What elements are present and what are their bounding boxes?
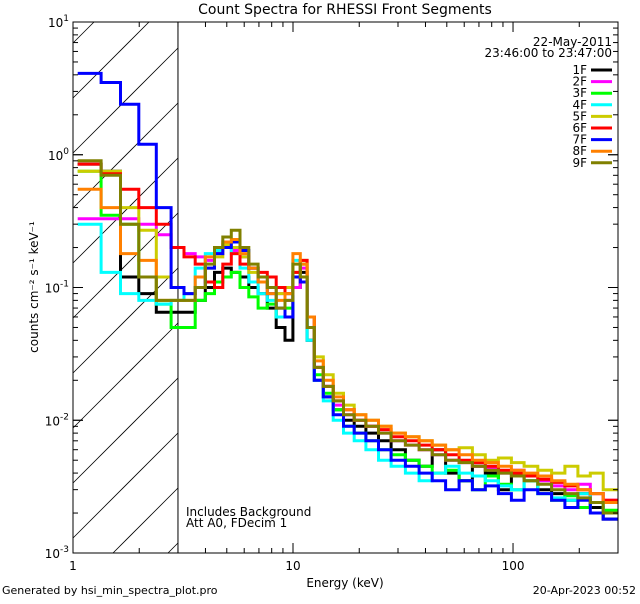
- series-9F: [77, 159, 618, 515]
- annotation-background: Includes Background: [186, 505, 311, 519]
- x-tick-label: 100: [502, 559, 525, 573]
- hatch-line: [72, 21, 150, 99]
- x-tick-labels: 1 10 100: [69, 559, 524, 573]
- hatch-line: [72, 212, 179, 319]
- footer-generated-by: Generated by hsi_min_spectra_plot.pro: [2, 584, 218, 597]
- legend-label: 9F: [572, 156, 587, 170]
- y-axis-label: counts cm⁻² s⁻¹ keV⁻¹: [27, 221, 41, 353]
- series-3F: [77, 169, 618, 512]
- legend-label: 2F: [572, 75, 587, 89]
- hatch-line: [112, 487, 179, 554]
- time-range-label: 23:46:00 to 23:47:00: [485, 46, 612, 60]
- series-5F: [77, 169, 618, 492]
- legend-label: 6F: [572, 121, 587, 135]
- legend-label: 4F: [572, 98, 587, 112]
- hatched-region: [72, 21, 179, 554]
- hatch-line: [167, 542, 179, 554]
- legend-label: 3F: [572, 86, 587, 100]
- hatch-line: [72, 377, 179, 484]
- annotation-attenuator: Att A0, FDecim 1: [186, 516, 287, 530]
- y-tick-label: 101: [48, 14, 69, 30]
- y-tick-label: 10-2: [45, 412, 69, 428]
- date-label: 22-May-2011: [533, 35, 612, 49]
- x-tick-label: 1: [69, 559, 77, 573]
- axis-ticks: [72, 21, 619, 554]
- x-axis-label: Energy (keV): [306, 576, 383, 590]
- hatch-line: [72, 267, 179, 374]
- legend-label: 7F: [572, 133, 587, 147]
- hatch-line: [72, 157, 179, 264]
- chart-title: Count Spectra for RHESSI Front Segments: [198, 2, 492, 18]
- series-4F: [77, 222, 618, 515]
- hatch-line: [72, 102, 179, 209]
- y-tick-labels: 101 100 10-1 10-2 10-3: [45, 14, 70, 561]
- hatch-line: [72, 322, 179, 429]
- legend-label: 8F: [572, 144, 587, 158]
- legend-label: 5F: [572, 109, 587, 123]
- series-6F: [77, 162, 618, 502]
- series-group: [77, 71, 618, 521]
- series-2F: [77, 217, 618, 502]
- y-tick-label: 10-1: [45, 280, 69, 296]
- y-tick-label: 100: [48, 147, 69, 163]
- hatch-line: [72, 21, 95, 44]
- footer-timestamp: 20-Apr-2023 00:52: [533, 584, 636, 597]
- legend-label: 1F: [572, 63, 587, 77]
- x-tick-label: 10: [285, 559, 300, 573]
- hatch-line: [72, 47, 179, 154]
- hatch-line: [72, 432, 179, 539]
- y-tick-label: 10-3: [45, 545, 69, 561]
